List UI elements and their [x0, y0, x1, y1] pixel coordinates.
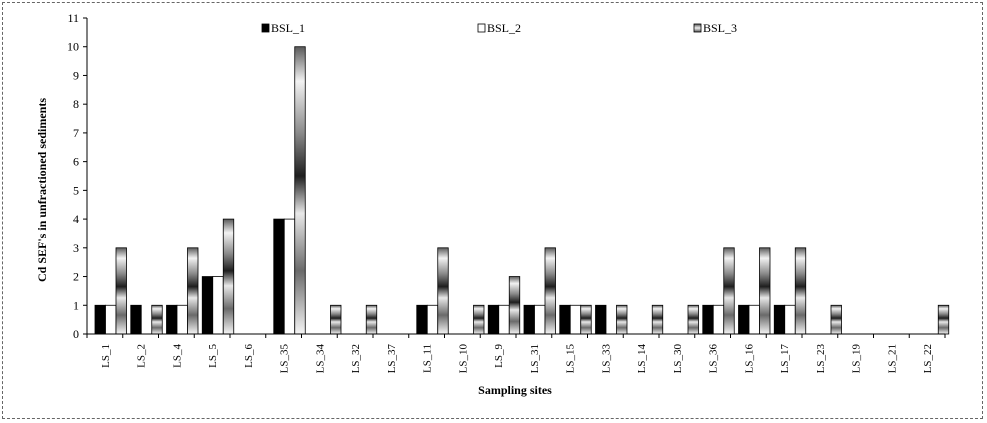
y-tick-label: 1 [73, 298, 79, 312]
bar-bsl-3 [437, 247, 449, 335]
x-tick-label: LS_33 [600, 344, 612, 374]
x-tick-label: LS_1 [100, 344, 112, 368]
x-tick-label: LS_35 [279, 344, 291, 374]
y-tick-label: 0 [73, 327, 79, 341]
x-tick-label: LS_32 [350, 344, 362, 373]
bar-bsl-3 [115, 247, 127, 335]
x-tick-label: LS_9 [493, 344, 505, 368]
bar-bsl-2 [569, 304, 582, 335]
x-tick-label: LS_15 [565, 344, 577, 374]
legend-label: BSL_1 [271, 21, 305, 35]
legend-swatch [693, 23, 702, 33]
bar-bsl-1 [523, 304, 535, 335]
bar-bsl-2 [534, 304, 546, 335]
bar-bsl-3 [830, 304, 842, 335]
bar-bsl-2 [176, 304, 188, 335]
y-tick-label: 9 [73, 68, 79, 82]
legend: BSL_1 BSL_2 BSL_3 [261, 21, 737, 35]
bar-bsl-3 [759, 247, 771, 335]
legend-swatch [477, 23, 486, 33]
x-axis-ticks: LS_1 LS_2 LS_4 LS_5 LS_6 LS_35 LS_34 LS_32 LS_37… [86, 334, 946, 374]
bar-bsl-1 [559, 304, 571, 335]
bar-bsl-1 [94, 304, 106, 335]
legend-swatch [261, 23, 270, 33]
y-tick-label: 8 [73, 97, 79, 111]
x-tick-label: LS_31 [529, 344, 541, 373]
x-tick-label: LS_36 [708, 344, 720, 374]
bar-bsl-3 [794, 247, 807, 335]
bar-bsl-3 [723, 247, 735, 335]
y-tick-label: 6 [73, 155, 79, 169]
legend-label: BSL_3 [703, 21, 737, 35]
y-tick-label: 4 [73, 212, 79, 226]
x-tick-label: LS_23 [815, 344, 827, 374]
y-tick-label: 5 [73, 183, 79, 197]
bar-bsl-1 [273, 218, 285, 335]
x-tick-label: LS_5 [207, 344, 219, 368]
bar-bsl-1 [201, 276, 214, 335]
bar-bsl-1 [773, 304, 786, 335]
bar-bsl-3 [294, 46, 306, 335]
bar-bsl-2 [498, 304, 510, 335]
bar-bsl-1 [738, 304, 750, 335]
bar-bsl-3 [365, 304, 378, 335]
legend-label: BSL_2 [487, 21, 521, 35]
x-tick-label: LS_11 [422, 344, 434, 373]
bar-bsl-3 [222, 218, 235, 335]
y-axis-title: Cd SEF's in unfractioned sediments [35, 98, 49, 282]
bar-bsl-3 [687, 304, 699, 335]
bar-bsl-3 [651, 304, 664, 335]
x-tick-label: LS_19 [851, 344, 863, 374]
bar-bsl-1 [130, 304, 142, 335]
bar-bsl-1 [487, 304, 500, 335]
bar-bsl-3 [616, 304, 628, 335]
bars [94, 46, 950, 335]
bar-bsl-2 [748, 304, 760, 335]
x-tick-label: LS_30 [672, 344, 684, 374]
bar-bsl-1 [702, 304, 714, 335]
y-tick-label: 10 [67, 40, 79, 54]
x-tick-label: LS_14 [636, 344, 648, 374]
bar-bsl-1 [595, 304, 607, 335]
bar-bsl-2 [283, 218, 296, 335]
x-tick-label: LS_16 [743, 344, 755, 374]
bar-bsl-3 [580, 304, 592, 335]
bar-bsl-3 [508, 276, 521, 335]
bar-bsl-3 [937, 304, 950, 335]
bar-bsl-2 [426, 304, 439, 335]
bar-bsl-3 [544, 247, 556, 335]
x-tick-label: LS_34 [314, 344, 326, 374]
x-tick-label: LS_6 [243, 344, 255, 368]
bar-bsl-3 [473, 304, 485, 335]
bar-bsl-3 [151, 304, 163, 335]
x-axis-title: Sampling sites [478, 383, 552, 397]
bar-bsl-2 [212, 276, 224, 335]
x-tick-label: LS_4 [171, 344, 183, 368]
x-tick-label: LS_2 [136, 344, 148, 368]
bar-bsl-3 [187, 247, 199, 335]
chart-frame [2, 2, 983, 419]
bar-bsl-1 [166, 304, 178, 335]
bar-bsl-2 [784, 304, 796, 335]
bar-bsl-2 [105, 304, 117, 335]
y-tick-label: 11 [67, 11, 79, 25]
x-tick-label: LS_21 [886, 344, 898, 373]
y-tick-label: 3 [73, 241, 79, 255]
x-tick-label: LS_10 [457, 344, 469, 374]
bar-bsl-2 [712, 304, 725, 335]
x-tick-label: LS_22 [922, 344, 934, 373]
bar-bsl-1 [416, 304, 428, 335]
y-tick-label: 7 [73, 126, 79, 140]
y-axis-ticks: 0 1 2 3 4 5 6 7 8 9 10 11 [67, 11, 87, 341]
x-tick-label: LS_37 [386, 344, 398, 374]
bar-bsl-3 [330, 304, 342, 335]
x-tick-label: LS_17 [779, 344, 791, 374]
y-tick-label: 2 [73, 270, 79, 284]
